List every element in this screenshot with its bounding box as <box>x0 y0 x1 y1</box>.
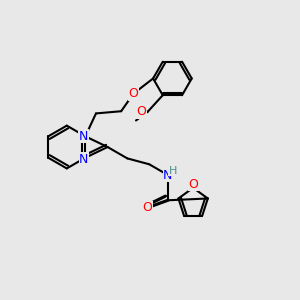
Text: O: O <box>188 178 198 191</box>
Text: O: O <box>136 105 146 118</box>
Text: H: H <box>169 166 177 176</box>
Text: N: N <box>79 130 88 143</box>
Text: O: O <box>142 201 152 214</box>
Text: N: N <box>163 169 172 182</box>
Text: N: N <box>79 153 88 166</box>
Text: O: O <box>128 87 138 100</box>
